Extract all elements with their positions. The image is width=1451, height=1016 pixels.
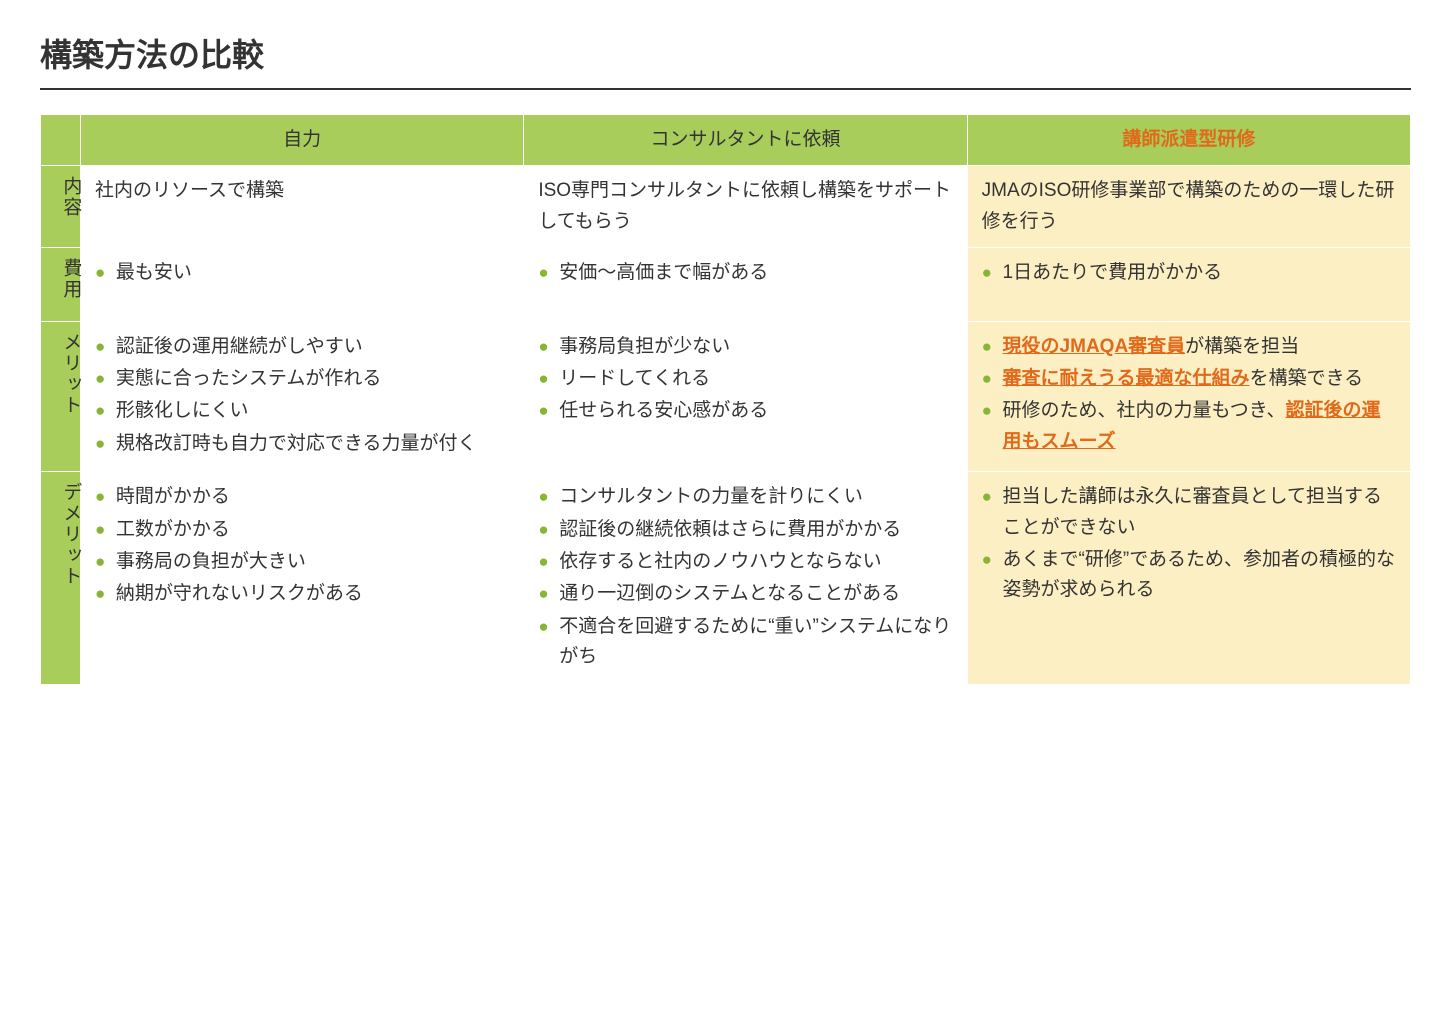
colhead-consultant: コンサルタントに依頼	[524, 115, 967, 166]
bullet-list: 時間がかかる工数がかかる事務局の負担が大きい納期が守れないリスクがある	[95, 482, 509, 610]
cell-naiyo-c1: 社内のリソースで構築	[81, 166, 524, 248]
rowhead-demerit: デメリット	[41, 472, 81, 685]
bullet-list: 安価〜高価まで幅がある	[538, 258, 952, 288]
row-demerit: デメリット 時間がかかる工数がかかる事務局の負担が大きい納期が守れないリスクがあ…	[41, 472, 1411, 685]
list-item: 事務局負担が少ない	[538, 332, 952, 362]
row-hiyo: 費用 最も安い 安価〜高価まで幅がある 1日あたりで費用がかかる	[41, 248, 1411, 321]
page-title: 構築方法の比較	[40, 30, 1411, 90]
bullet-list: 1日あたりで費用がかかる	[982, 258, 1396, 288]
list-item: 実態に合ったシステムが作れる	[95, 364, 509, 394]
cell-merit-c2: 事務局負担が少ないリードしてくれる任せられる安心感がある	[524, 321, 967, 472]
cell-naiyo-c2: ISO専門コンサルタントに依頼し構築をサポートしてもらう	[524, 166, 967, 248]
rowhead-naiyo: 内容	[41, 166, 81, 248]
list-item: 工数がかかる	[95, 515, 509, 545]
corner-cell	[41, 115, 81, 166]
colhead-training: 講師派遣型研修	[967, 115, 1410, 166]
list-item: 規格改訂時も自力で対応できる力量が付く	[95, 429, 509, 459]
list-item: 現役のJMAQA審査員が構築を担当	[982, 332, 1396, 362]
list-item: 事務局の負担が大きい	[95, 547, 509, 577]
list-item: 時間がかかる	[95, 482, 509, 512]
cell-demerit-c3: 担当した講師は永久に審査員として担当することができないあくまで“研修”であるため…	[967, 472, 1410, 685]
rowhead-merit: メリット	[41, 321, 81, 472]
bullet-list: 現役のJMAQA審査員が構築を担当審査に耐えうる最適な仕組みを構築できる研修のた…	[982, 332, 1396, 458]
list-item: 安価〜高価まで幅がある	[538, 258, 952, 288]
list-item: 1日あたりで費用がかかる	[982, 258, 1396, 288]
list-item: 通り一辺倒のシステムとなることがある	[538, 579, 952, 609]
cell-merit-c1: 認証後の運用継続がしやすい実態に合ったシステムが作れる形骸化しにくい規格改訂時も…	[81, 321, 524, 472]
colhead-self: 自力	[81, 115, 524, 166]
list-item: 任せられる安心感がある	[538, 396, 952, 426]
cell-hiyo-c1: 最も安い	[81, 248, 524, 321]
table-header-row: 自力 コンサルタントに依頼 講師派遣型研修	[41, 115, 1411, 166]
list-item: 不適合を回避するために“重い”システムになりがち	[538, 612, 952, 673]
cell-merit-c3: 現役のJMAQA審査員が構築を担当審査に耐えうる最適な仕組みを構築できる研修のた…	[967, 321, 1410, 472]
list-item: 担当した講師は永久に審査員として担当することができない	[982, 482, 1396, 543]
list-item: 研修のため、社内の力量もつき、認証後の運用もスムーズ	[982, 396, 1396, 457]
list-item: 納期が守れないリスクがある	[95, 579, 509, 609]
cell-demerit-c1: 時間がかかる工数がかかる事務局の負担が大きい納期が守れないリスクがある	[81, 472, 524, 685]
list-item: リードしてくれる	[538, 364, 952, 394]
rowhead-hiyo: 費用	[41, 248, 81, 321]
list-item: 依存すると社内のノウハウとならない	[538, 547, 952, 577]
bullet-list: 担当した講師は永久に審査員として担当することができないあくまで“研修”であるため…	[982, 482, 1396, 606]
list-item: 審査に耐えうる最適な仕組みを構築できる	[982, 364, 1396, 394]
row-merit: メリット 認証後の運用継続がしやすい実態に合ったシステムが作れる形骸化しにくい規…	[41, 321, 1411, 472]
cell-demerit-c2: コンサルタントの力量を計りにくい認証後の継続依頼はさらに費用がかかる依存すると社…	[524, 472, 967, 685]
bullet-list: コンサルタントの力量を計りにくい認証後の継続依頼はさらに費用がかかる依存すると社…	[538, 482, 952, 672]
row-naiyo: 内容 社内のリソースで構築 ISO専門コンサルタントに依頼し構築をサポートしても…	[41, 166, 1411, 248]
bullet-list: 事務局負担が少ないリードしてくれる任せられる安心感がある	[538, 332, 952, 427]
cell-naiyo-c3: JMAのISO研修事業部で構築のための一環した研修を行う	[967, 166, 1410, 248]
list-item: コンサルタントの力量を計りにくい	[538, 482, 952, 512]
bullet-list: 最も安い	[95, 258, 509, 288]
list-item: 最も安い	[95, 258, 509, 288]
bullet-list: 認証後の運用継続がしやすい実態に合ったシステムが作れる形骸化しにくい規格改訂時も…	[95, 332, 509, 460]
list-item: あくまで“研修”であるため、参加者の積極的な姿勢が求められる	[982, 545, 1396, 606]
cell-hiyo-c2: 安価〜高価まで幅がある	[524, 248, 967, 321]
list-item: 認証後の運用継続がしやすい	[95, 332, 509, 362]
list-item: 形骸化しにくい	[95, 396, 509, 426]
cell-hiyo-c3: 1日あたりで費用がかかる	[967, 248, 1410, 321]
comparison-table: 自力 コンサルタントに依頼 講師派遣型研修 内容 社内のリソースで構築 ISO専…	[40, 114, 1411, 685]
list-item: 認証後の継続依頼はさらに費用がかかる	[538, 515, 952, 545]
